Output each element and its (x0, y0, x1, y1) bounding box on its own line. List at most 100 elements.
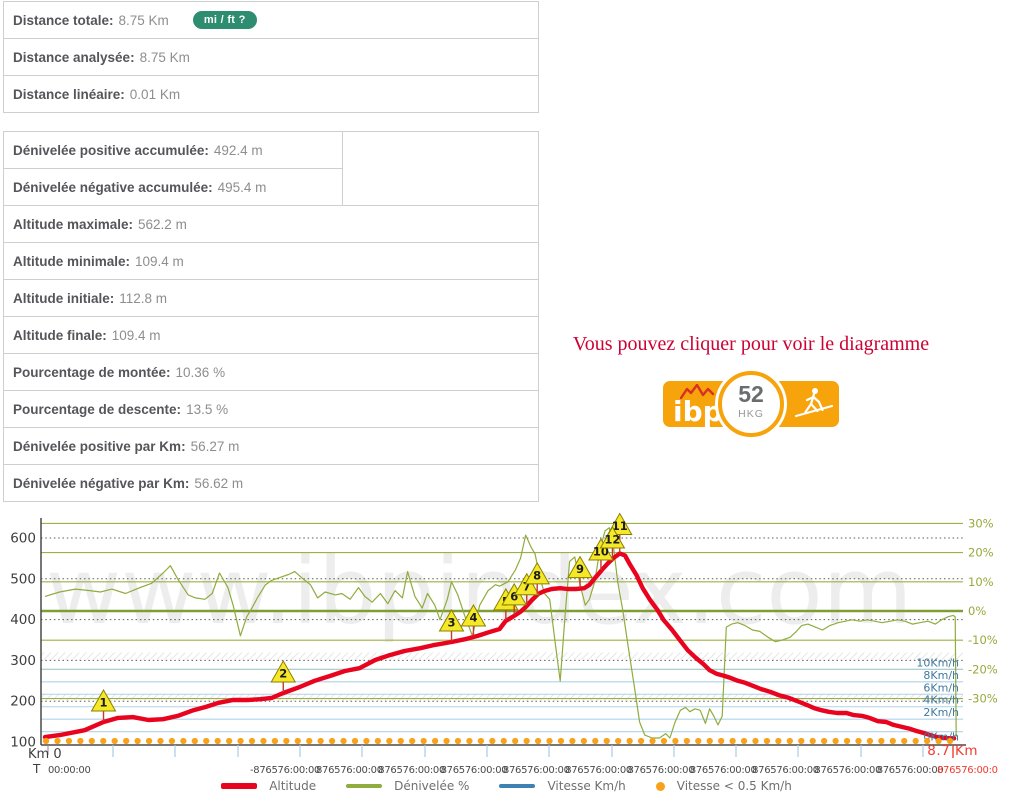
stop-dot (855, 737, 862, 745)
stat-label: Dénivelée négative accumulée: (13, 179, 213, 195)
stop-dot (248, 737, 256, 745)
stop-dot (832, 737, 839, 745)
x-tick-label: 876576:00:00 (690, 765, 757, 776)
stop-dot (168, 737, 176, 745)
stat-label: Distance analysée: (13, 49, 135, 65)
stop-dot (786, 737, 793, 745)
stop-dot (637, 737, 645, 745)
stat-value: 109.4 m (111, 327, 161, 343)
stop-dot (443, 737, 450, 745)
stop-dot (740, 737, 748, 745)
x-tick-label: 876576:00:00 (503, 765, 570, 776)
svg-text:7: 7 (523, 579, 531, 593)
stop-dot (214, 737, 221, 745)
x-axis-km-label: Km 0 (28, 747, 62, 762)
stat-row: Altitude finale: 109.4 m (4, 317, 538, 354)
svg-text:9: 9 (576, 562, 584, 576)
waypoint-marker[interactable]: 4 (460, 604, 487, 637)
stat-row: Pourcentage de descente: 13.5 % (4, 391, 538, 428)
altitude-axis-label: 300 (10, 653, 36, 669)
stop-dot (752, 737, 759, 745)
stop-dot (935, 737, 942, 745)
stat-label: Altitude maximale: (13, 216, 134, 232)
stop-dot (660, 737, 668, 745)
gradient-axis-label: -20% (968, 662, 998, 676)
stop-dot (317, 737, 324, 745)
stat-value: 112.8 m (119, 290, 168, 306)
legend-label: Vitesse Km/h (547, 779, 626, 793)
stop-dot (569, 737, 576, 745)
stop-dot (718, 737, 725, 745)
stop-dot (580, 737, 587, 745)
unit-toggle-badge[interactable]: mi / ft ? (192, 11, 257, 29)
x-tick-label: 876576:00:00 (628, 765, 695, 776)
stop-dot (821, 737, 828, 745)
legend-item: Vitesse < 0.5 Km/h (655, 779, 792, 793)
hiker-icon (794, 388, 834, 418)
svg-text:1: 1 (100, 696, 108, 710)
stop-dot (374, 737, 381, 745)
stat-value: 56.27 m (190, 438, 240, 454)
waypoint-marker[interactable]: 9 (567, 555, 593, 588)
stop-dot (534, 737, 542, 745)
altitude-axis-label: 500 (10, 571, 36, 587)
stop-dot (203, 737, 210, 745)
ibp-index-badge[interactable]: ibp 52 HKG (663, 371, 839, 437)
track-analysis-chart[interactable]: www.ibpindex.com 10Km/h 8Km/h 6Km/h 4Km/h 2K… (0, 505, 1013, 807)
stat-row: Pourcentage de montée: 10.36 % (4, 354, 538, 391)
stop-dot (626, 737, 633, 745)
stat-label: Dénivelée positive accumulée: (13, 143, 209, 158)
stop-dot (351, 737, 359, 745)
stop-dot (180, 737, 187, 745)
stat-label: Altitude initiale: (13, 290, 115, 306)
x-tick-label: 876576:00:00 (316, 765, 383, 776)
distance-stats-table: Distance totale: 8.75 Km mi / ft ? Distance… (3, 1, 539, 113)
cta-text[interactable]: Vous pouvez cliquer pour voir le diagram… (572, 333, 930, 355)
x-tick-label: 876576:00:00 (877, 765, 944, 776)
svg-text:8: 8 (533, 568, 541, 582)
legend-swatch (346, 784, 383, 788)
stop-dot (397, 737, 404, 745)
svg-text:2: 2 (279, 667, 287, 681)
waypoint-marker[interactable]: 12 (599, 525, 626, 558)
stat-row: Dénivelée positive par Km: 56.27 m (4, 428, 538, 465)
stat-label: Dénivelée positive par Km: (13, 438, 186, 454)
x-tick-label: 876576:00:00 (441, 765, 508, 776)
diagram-cta-area: Vous pouvez cliquer pour voir le diagram… (540, 333, 962, 437)
stop-dot (134, 737, 141, 745)
chart-canvas[interactable]: 10Km/h8Km/h6Km/h4Km/h2Km/h0Km/h123456789… (0, 505, 1013, 807)
stop-dot (843, 737, 851, 745)
stop-dot (420, 737, 427, 745)
stop-dot (706, 737, 713, 745)
hatch-band (41, 652, 963, 660)
stop-dot (271, 737, 278, 745)
stop-dot (775, 737, 782, 745)
legend-item: Dénivelée % (346, 779, 469, 793)
ibp-brand-text: ibp (673, 395, 723, 428)
stop-dot (592, 737, 599, 745)
waypoint-marker[interactable]: 3 (438, 609, 465, 642)
svg-text:3: 3 (447, 616, 455, 630)
waypoint-marker[interactable]: 10 (588, 538, 614, 571)
stop-dot (226, 737, 233, 745)
stop-dot (111, 737, 118, 745)
speed-axis-label: 6Km/h (923, 681, 959, 694)
svg-text:6: 6 (510, 589, 518, 603)
stop-dot (683, 737, 690, 745)
stat-row: Distance linéaire: 0.01 Km (4, 76, 538, 112)
x-tick-label: 876576:00:00 (814, 765, 881, 776)
stop-dot (123, 737, 130, 745)
speed-axis-label: 10Km/h (916, 656, 959, 669)
speed-axis-label: 4Km/h (923, 694, 959, 707)
waypoint-marker[interactable]: 1 (90, 689, 117, 722)
x-tick-label: 876576:00:00 (752, 765, 819, 776)
stat-value: 562.2 m (138, 216, 187, 232)
stop-dot (901, 737, 908, 745)
waypoint-marker[interactable]: 8 (524, 561, 551, 594)
altitude-line (42, 551, 957, 741)
stat-row: Altitude initiale: 112.8 m (4, 280, 538, 317)
chart-legend: Altitude Dénivelée % Vitesse Km/h Vitesse <… (0, 779, 1013, 793)
waypoint-marker[interactable]: 2 (270, 660, 297, 693)
gradient-axis-label: -10% (968, 633, 998, 647)
ibp-score-value: 52 (738, 381, 764, 407)
